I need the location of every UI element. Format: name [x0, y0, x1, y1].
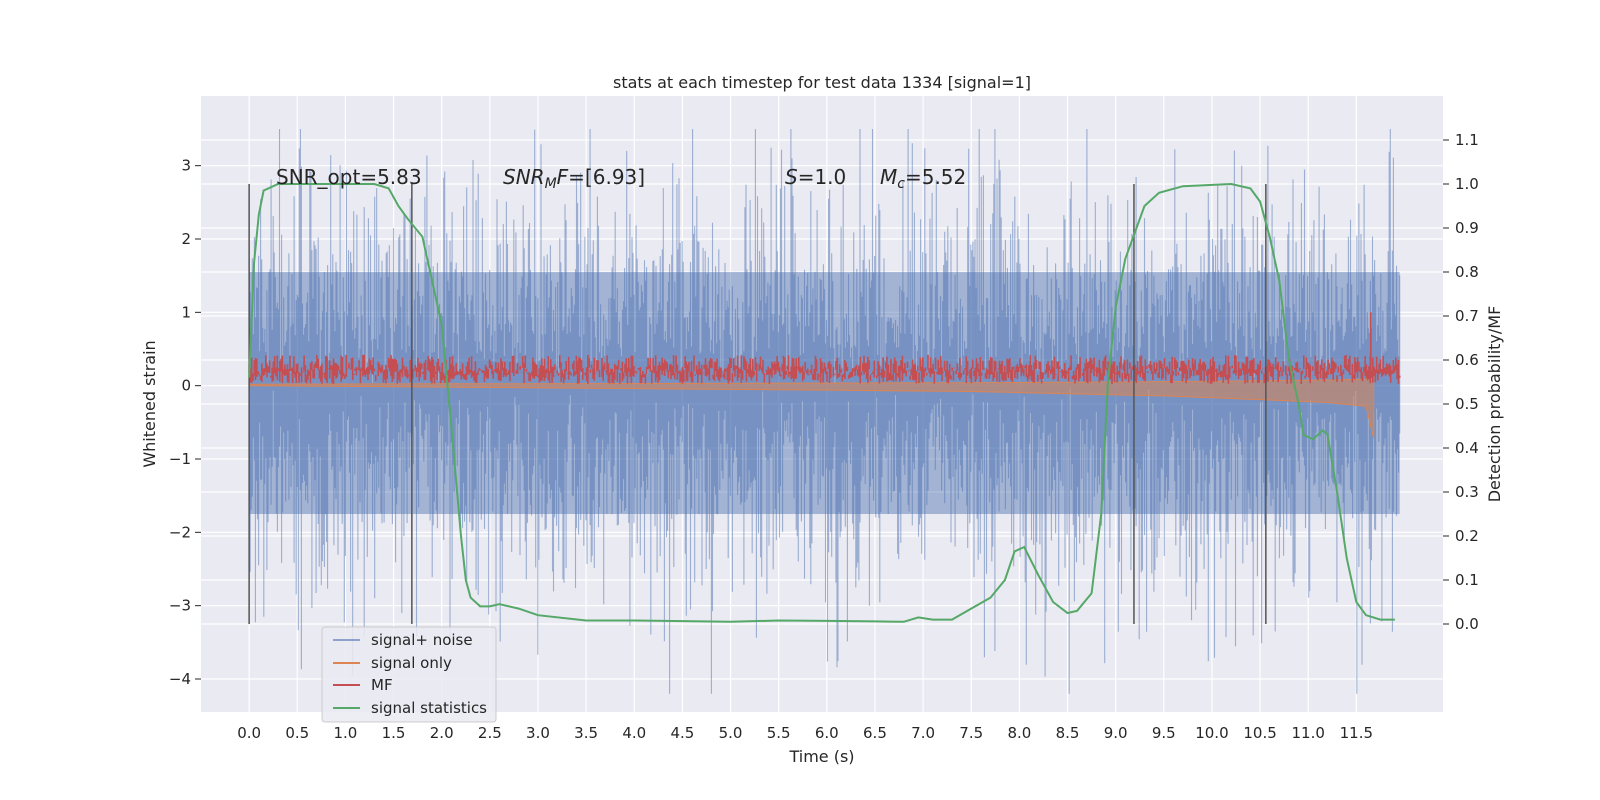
annotation-snr-opt: SNR_opt=5.83 — [276, 165, 422, 189]
x-tick-label: 1.5 — [382, 724, 406, 742]
x-tick-label: 11.5 — [1340, 724, 1373, 742]
x-tick-label: 0.5 — [285, 724, 309, 742]
annotation-mc: Mc=5.52 — [880, 165, 966, 192]
x-axis-label: Time (s) — [788, 747, 854, 766]
y-axis-label: Whitened strain — [140, 340, 159, 467]
snr-mf-value: =[6.93] — [568, 165, 645, 189]
annotation-snr-mf: SNRMF=[6.93] — [503, 165, 645, 192]
x-tick-label: 5.0 — [719, 724, 743, 742]
legend-label-mf: MF — [371, 676, 393, 694]
y-axis-right-label: Detection probability/MF — [1485, 306, 1504, 503]
y-tick-label: −1 — [169, 450, 191, 468]
legend-label-signal-noise: signal+ noise — [371, 631, 473, 649]
series-signal-statistics — [248, 182, 1395, 623]
x-tick-label: 3.0 — [526, 724, 550, 742]
series-signal-only — [248, 369, 1375, 439]
y-right-tick-label: 0.8 — [1455, 263, 1479, 281]
x-tick-label: 0.0 — [237, 724, 261, 742]
mc-value: =5.52 — [905, 165, 966, 189]
signal-statistics-line — [248, 182, 1395, 623]
chart-title: stats at each timestep for test data 133… — [613, 73, 1031, 92]
y-tick-label: 3 — [181, 157, 191, 175]
x-tick-label: 7.0 — [911, 724, 935, 742]
x-tick-label: 8.0 — [1007, 724, 1031, 742]
legend-label-signal-statistics: signal statistics — [371, 699, 487, 717]
ticks: 0.0 0.5 1.0 1.5 2.0 2.5 3.0 3.5 4.0 4.5 5.0 5.5 6.0 6… — [169, 131, 1479, 742]
x-tick-label: 6.0 — [815, 724, 839, 742]
x-tick-label: 7.5 — [959, 724, 983, 742]
x-tick-label: 11.0 — [1292, 724, 1325, 742]
x-tick-label: 10.5 — [1243, 724, 1276, 742]
y-right-tick-label: 0.4 — [1455, 439, 1479, 457]
x-tick-label: 1.0 — [333, 724, 357, 742]
y-tick-label: −4 — [169, 670, 191, 688]
y-right-tick-label: 1.1 — [1455, 131, 1479, 149]
vertical-markers — [248, 184, 1267, 624]
y-tick-label: 0 — [181, 377, 191, 395]
y-right-tick-label: 1.0 — [1455, 175, 1479, 193]
x-tick-label: 10.0 — [1195, 724, 1228, 742]
x-tick-label: 3.5 — [574, 724, 598, 742]
snr-mf-symbol: SNR — [503, 165, 545, 189]
mc-subscript: c — [897, 176, 905, 192]
x-tick-label: 2.0 — [430, 724, 454, 742]
legend: signal+ noise signal only MF signal stat… — [321, 626, 497, 723]
x-tick-label: 2.5 — [478, 724, 502, 742]
legend-box — [321, 626, 497, 723]
x-tick-label: 5.5 — [767, 724, 791, 742]
s-value: =1.0 — [798, 165, 847, 189]
y-right-tick-label: 0.5 — [1455, 395, 1479, 413]
signal-only-fill — [248, 369, 1375, 439]
y-tick-label: −2 — [169, 523, 191, 541]
snr-mf-f: F — [557, 165, 569, 189]
annotation-s: S=1.0 — [785, 165, 846, 189]
y-right-tick-label: 0.9 — [1455, 219, 1479, 237]
x-tick-label: 4.0 — [622, 724, 646, 742]
y-right-tick-label: 0.7 — [1455, 307, 1479, 325]
y-right-tick-label: 0.1 — [1455, 571, 1479, 589]
y-right-tick-label: 0.6 — [1455, 351, 1479, 369]
y-tick-label: 1 — [181, 303, 191, 321]
x-tick-label: 9.0 — [1104, 724, 1128, 742]
x-tick-label: 4.5 — [670, 724, 694, 742]
legend-label-signal-only: signal only — [371, 654, 452, 672]
y-tick-label: −3 — [169, 597, 191, 615]
x-tick-label: 9.5 — [1152, 724, 1176, 742]
s-symbol: S — [785, 165, 798, 189]
y-right-tick-label: 0.2 — [1455, 527, 1479, 545]
x-tick-label: 6.5 — [863, 724, 887, 742]
y-tick-label: 2 — [181, 230, 191, 248]
y-right-tick-label: 0.3 — [1455, 483, 1479, 501]
y-right-tick-label: 0.0 — [1455, 615, 1479, 633]
snr-mf-subscript: M — [545, 176, 557, 192]
mc-symbol: M — [880, 165, 897, 189]
x-tick-label: 8.5 — [1056, 724, 1080, 742]
